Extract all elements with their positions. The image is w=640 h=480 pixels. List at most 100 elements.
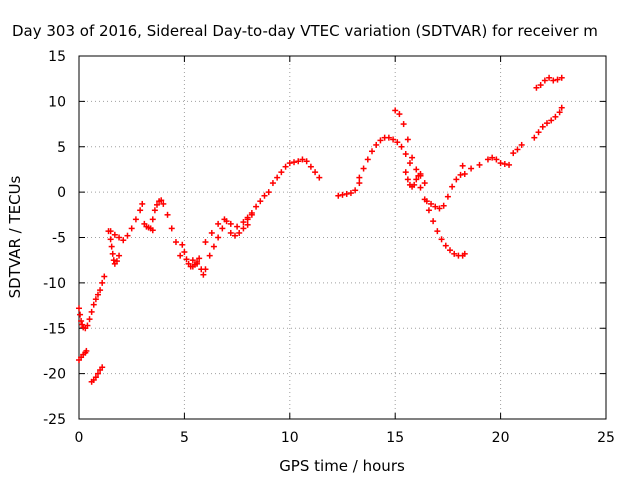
data-point: [531, 134, 538, 141]
data-point: [158, 197, 165, 204]
data-point: [84, 322, 91, 329]
data-point: [404, 136, 411, 143]
data-point: [400, 121, 407, 128]
data-point: [265, 189, 272, 196]
data-point: [316, 174, 323, 181]
data-point: [556, 109, 563, 116]
data-point: [83, 347, 90, 354]
data-point: [411, 181, 418, 188]
data-point: [227, 220, 234, 227]
x-tick-label: 20: [492, 430, 510, 446]
data-point: [128, 225, 135, 232]
data-point: [459, 162, 466, 169]
y-tick-label: 0: [57, 185, 66, 201]
data-point: [282, 163, 289, 170]
data-point: [449, 183, 456, 190]
data-point: [88, 308, 95, 315]
data-point: [86, 316, 93, 323]
data-points: [76, 74, 565, 385]
data-point: [546, 74, 553, 81]
data-point: [196, 255, 203, 262]
data-point: [215, 234, 222, 241]
data-point: [447, 247, 454, 254]
data-point: [244, 216, 251, 223]
y-tick-label: -25: [43, 412, 66, 428]
data-point: [497, 160, 504, 167]
data-point: [194, 260, 201, 267]
data-point: [444, 193, 451, 200]
data-point: [535, 129, 542, 136]
data-point: [476, 161, 483, 168]
data-point: [484, 156, 491, 163]
data-point: [92, 296, 99, 303]
data-point: [240, 225, 247, 232]
data-point: [278, 169, 285, 176]
data-point: [442, 242, 449, 249]
data-point: [219, 225, 226, 232]
data-point: [111, 231, 118, 238]
data-point: [360, 165, 367, 172]
data-point: [151, 207, 158, 214]
data-point: [539, 123, 546, 130]
data-point: [307, 163, 314, 170]
data-point: [385, 134, 392, 141]
data-point: [501, 160, 508, 167]
data-point: [402, 151, 409, 158]
data-point: [116, 234, 123, 241]
data-point: [461, 170, 468, 177]
data-point: [99, 279, 106, 286]
data-point: [425, 207, 432, 214]
data-point: [153, 201, 160, 208]
data-point: [261, 192, 268, 199]
data-point: [453, 176, 460, 183]
data-point: [303, 158, 310, 165]
data-point: [468, 165, 475, 172]
data-point: [94, 370, 101, 377]
data-point: [373, 141, 380, 148]
data-point: [413, 176, 420, 183]
data-point: [274, 174, 281, 181]
data-point: [518, 141, 525, 148]
y-tick-label: -15: [43, 321, 66, 337]
data-point: [548, 117, 555, 124]
data-point: [124, 232, 131, 239]
data-point: [94, 291, 101, 298]
data-point: [552, 113, 559, 120]
data-point: [377, 137, 384, 144]
data-point: [457, 171, 464, 178]
x-tick-label: 10: [281, 430, 299, 446]
x-tick-label: 0: [75, 430, 84, 446]
data-point: [299, 156, 306, 163]
data-point: [347, 190, 354, 197]
data-point: [335, 192, 342, 199]
data-point: [392, 107, 399, 114]
data-point: [132, 216, 139, 223]
data-point: [108, 243, 115, 250]
data-point: [107, 236, 114, 243]
x-tick-label: 15: [386, 430, 404, 446]
data-point: [116, 252, 123, 259]
data-point: [113, 258, 120, 265]
data-point: [489, 154, 496, 161]
data-point: [514, 146, 521, 153]
data-point: [291, 159, 298, 166]
y-tick-label: 5: [57, 140, 66, 156]
data-point: [109, 250, 116, 257]
data-point: [404, 176, 411, 183]
data-point: [236, 229, 243, 236]
data-point: [550, 77, 557, 84]
data-point: [248, 209, 255, 216]
data-point: [77, 311, 84, 318]
data-point: [356, 180, 363, 187]
data-point: [398, 143, 405, 150]
data-point: [164, 211, 171, 218]
data-point: [423, 198, 430, 205]
data-point: [312, 169, 319, 176]
data-point: [99, 364, 106, 371]
data-point: [231, 232, 238, 239]
data-point: [227, 229, 234, 236]
data-point: [434, 228, 441, 235]
data-point: [506, 161, 513, 168]
x-tick-label: 5: [180, 430, 189, 446]
data-point: [90, 301, 97, 308]
